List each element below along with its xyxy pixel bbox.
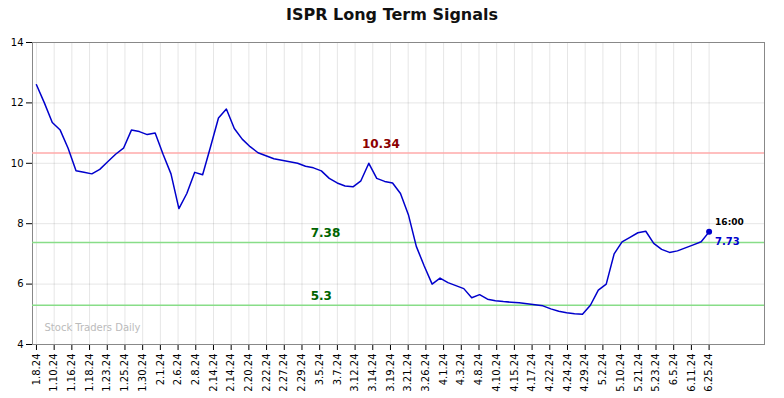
svg-text:Stock Traders Daily: Stock Traders Daily bbox=[45, 322, 141, 333]
svg-text:12: 12 bbox=[11, 97, 24, 108]
svg-text:7.38: 7.38 bbox=[311, 226, 341, 240]
svg-text:2.22.24: 2.22.24 bbox=[261, 354, 272, 392]
svg-text:5.10.24: 5.10.24 bbox=[615, 354, 626, 392]
svg-text:1.8.24: 1.8.24 bbox=[31, 354, 42, 386]
html-text:ISPR Long Term Signals: ISPR Long Term Signals bbox=[285, 5, 499, 24]
svg-text:3.26.24: 3.26.24 bbox=[420, 354, 431, 392]
svg-text:2.29.24: 2.29.24 bbox=[296, 354, 307, 392]
svg-text:2.14.24: 2.14.24 bbox=[208, 354, 219, 392]
svg-text:2.14.24: 2.14.24 bbox=[225, 354, 236, 392]
svg-text:2.20.24: 2.20.24 bbox=[243, 354, 254, 392]
svg-text:1.25.24: 1.25.24 bbox=[119, 354, 130, 392]
svg-text:4.22.24: 4.22.24 bbox=[544, 354, 555, 392]
svg-text:3.5.24: 3.5.24 bbox=[314, 354, 325, 386]
svg-text:5.3: 5.3 bbox=[311, 289, 332, 303]
svg-text:2.8.24: 2.8.24 bbox=[190, 354, 201, 386]
svg-text:3.19.24: 3.19.24 bbox=[385, 354, 396, 392]
svg-text:1.18.24: 1.18.24 bbox=[84, 354, 95, 392]
svg-text:5.2.24: 5.2.24 bbox=[597, 354, 608, 386]
svg-text:6.11.24: 6.11.24 bbox=[686, 354, 697, 392]
svg-text:4.10.24: 4.10.24 bbox=[491, 354, 502, 392]
svg-text:16:00: 16:00 bbox=[715, 217, 744, 227]
svg-text:4.1.24: 4.1.24 bbox=[438, 354, 449, 386]
svg-text:1.30.24: 1.30.24 bbox=[137, 354, 148, 392]
svg-text:8: 8 bbox=[17, 218, 23, 229]
svg-text:3.12.24: 3.12.24 bbox=[349, 354, 360, 392]
svg-text:10.34: 10.34 bbox=[362, 137, 400, 151]
svg-text:1.16.24: 1.16.24 bbox=[66, 354, 77, 392]
svg-text:4.29.24: 4.29.24 bbox=[579, 354, 590, 392]
svg-text:2.1.24: 2.1.24 bbox=[155, 354, 166, 386]
svg-text:10: 10 bbox=[11, 158, 24, 169]
svg-text:14: 14 bbox=[11, 37, 24, 48]
svg-text:2.27.24: 2.27.24 bbox=[278, 354, 289, 392]
svg-text:4.15.24: 4.15.24 bbox=[509, 354, 520, 392]
svg-text:1.23.24: 1.23.24 bbox=[101, 354, 112, 392]
svg-text:5.23.24: 5.23.24 bbox=[650, 354, 661, 392]
svg-text:3.21.24: 3.21.24 bbox=[402, 354, 413, 392]
svg-text:2.6.24: 2.6.24 bbox=[172, 354, 183, 386]
svg-text:7.73: 7.73 bbox=[715, 236, 740, 247]
svg-text:4.8.24: 4.8.24 bbox=[473, 354, 484, 386]
svg-text:6.25.24: 6.25.24 bbox=[703, 354, 714, 392]
svg-text:4.3.24: 4.3.24 bbox=[455, 354, 466, 386]
svg-text:1.10.24: 1.10.24 bbox=[48, 354, 59, 392]
svg-text:5.21.24: 5.21.24 bbox=[633, 354, 644, 392]
svg-text:3.7.24: 3.7.24 bbox=[332, 354, 343, 386]
svg-text:3.14.24: 3.14.24 bbox=[367, 354, 378, 392]
svg-text:4: 4 bbox=[17, 339, 23, 350]
svg-text:6.5.24: 6.5.24 bbox=[668, 354, 679, 386]
svg-text:6: 6 bbox=[17, 278, 23, 289]
svg-text:4.24.24: 4.24.24 bbox=[562, 354, 573, 392]
svg-text:4.17.24: 4.17.24 bbox=[526, 354, 537, 392]
